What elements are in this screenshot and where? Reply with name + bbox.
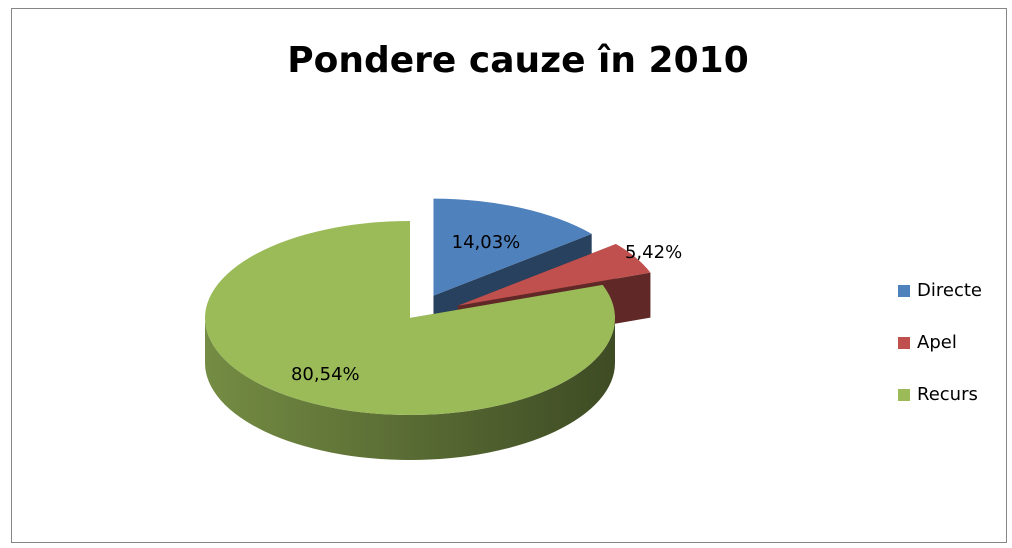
slice-side	[205, 318, 615, 460]
slice-top	[457, 244, 651, 306]
legend-label: Directe	[917, 280, 982, 301]
legend-swatch	[898, 389, 910, 401]
data-label: 80,54%	[291, 364, 360, 385]
data-label: 5,42%	[625, 242, 682, 263]
legend-label: Recurs	[917, 384, 978, 405]
legend-swatch	[898, 285, 910, 297]
legend-swatch	[898, 337, 910, 349]
slice-top	[433, 198, 592, 296]
legend-label: Apel	[917, 332, 957, 353]
chart-title: Pondere cauze în 2010	[287, 40, 749, 81]
data-label: 14,03%	[452, 232, 521, 253]
slice	[205, 221, 615, 460]
slice-top	[205, 221, 615, 415]
